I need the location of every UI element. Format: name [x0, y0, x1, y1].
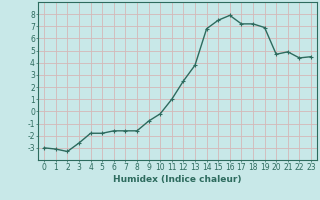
X-axis label: Humidex (Indice chaleur): Humidex (Indice chaleur)	[113, 175, 242, 184]
